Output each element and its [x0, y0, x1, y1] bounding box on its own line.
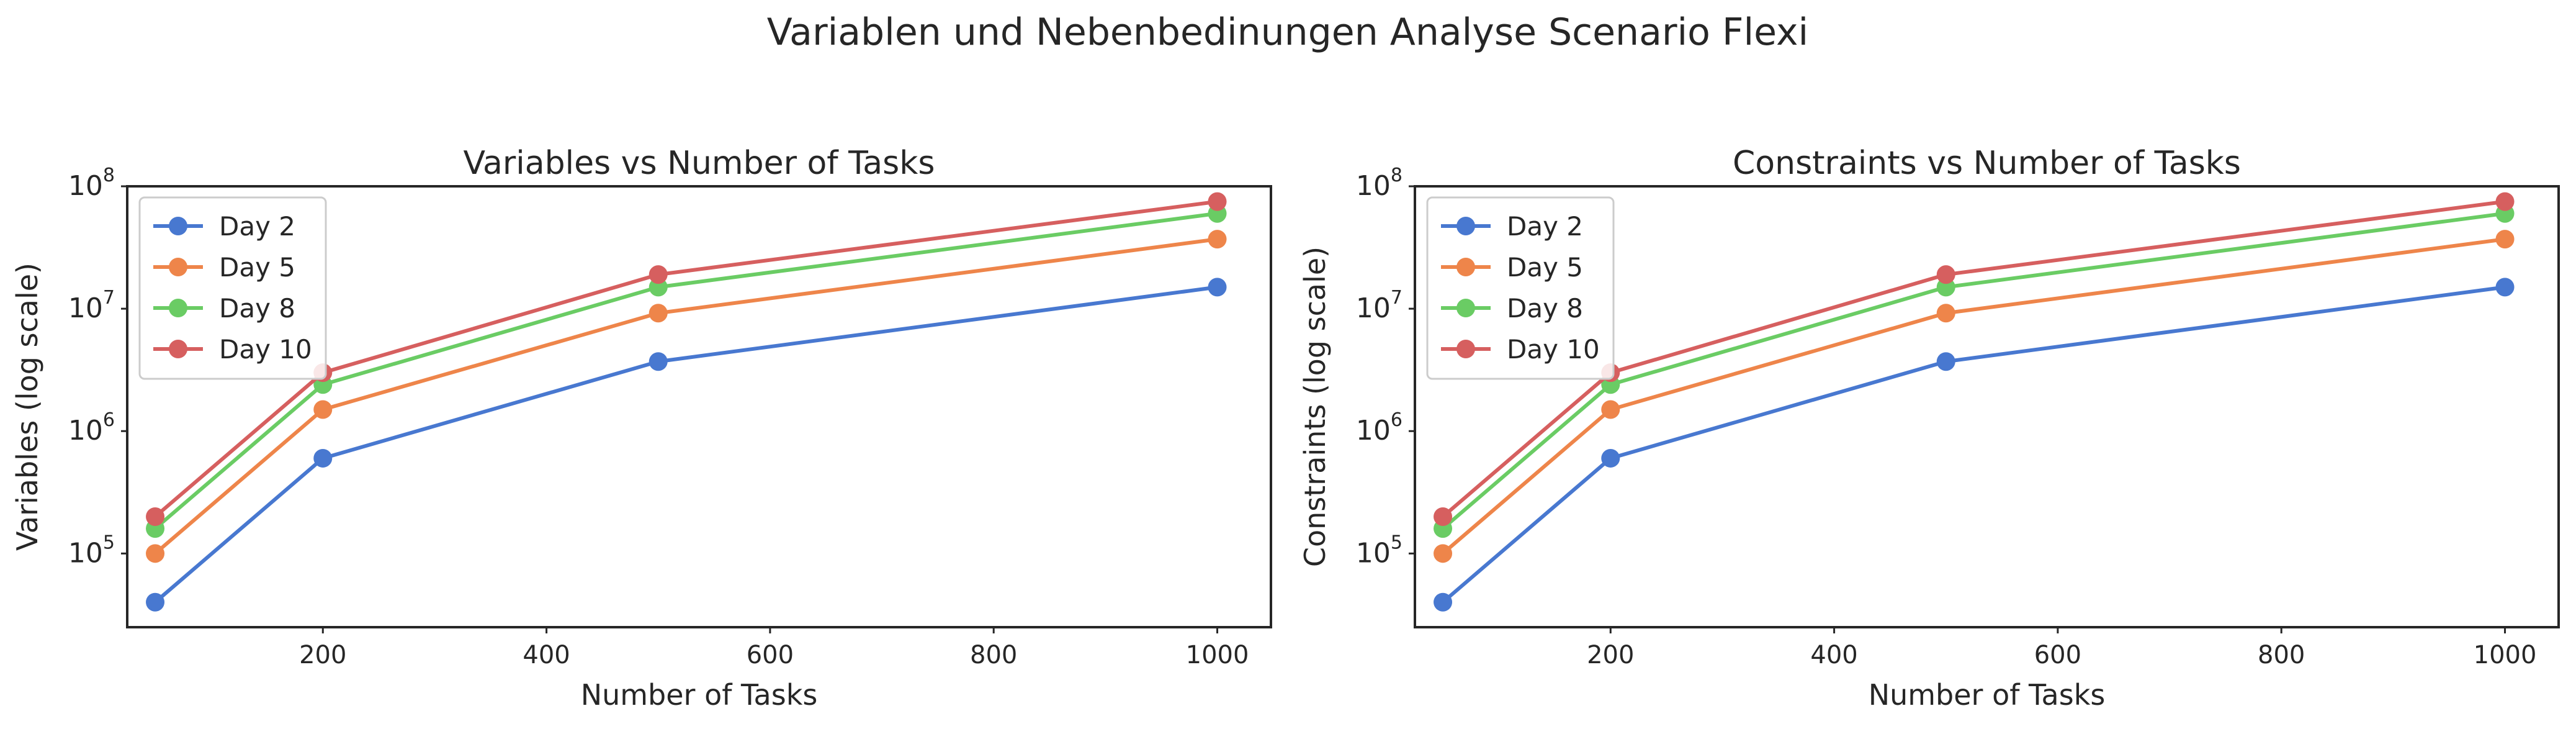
x-tick-label: 600: [2034, 641, 2081, 669]
chart-title: Constraints vs Number of Tasks: [1733, 145, 2241, 182]
series-line-day-8: [154, 211, 1218, 530]
series-line-day-5: [1442, 237, 2505, 555]
legend-box: [1426, 196, 1615, 380]
data-point-day-5: [1936, 304, 1955, 323]
data-point-day-2: [2495, 278, 2515, 297]
data-point-day-5: [1434, 544, 1453, 563]
data-point-day-10: [648, 265, 668, 284]
legend-label: Day 10: [219, 334, 312, 365]
y-tick-label: 105: [68, 532, 115, 569]
x-axis-label: Number of Tasks: [581, 678, 818, 712]
data-point-day-10: [2495, 192, 2515, 211]
legend-label: Day 10: [1507, 334, 1600, 365]
chart-panel-1: Variables vs Number of Tasks 200 400 600 800…: [11, 145, 1272, 712]
legend-label: Day 2: [219, 211, 295, 242]
legend-label: Day 2: [1507, 211, 1583, 242]
y-tick-label: 106: [1356, 409, 1402, 446]
data-point-day-10: [1208, 192, 1227, 211]
data-point-day-2: [1434, 592, 1453, 612]
x-tick-label: 1000: [1186, 641, 1249, 669]
legend-label: Day 8: [1507, 293, 1583, 324]
legend-swatch-marker: [169, 258, 187, 276]
x-tick-label: 600: [747, 641, 794, 669]
legend-box: [138, 196, 327, 380]
data-point-day-5: [1601, 400, 1620, 419]
series-line-day-5: [154, 237, 1218, 555]
axes-frame: [126, 185, 1272, 628]
series-line-day-10: [1442, 199, 2505, 519]
legend-swatch-marker: [1456, 217, 1475, 235]
data-point-day-5: [313, 400, 333, 419]
y-tick-label: 108: [68, 165, 115, 202]
chart-panel-2: Constraints vs Number of Tasks 200 400 600 8…: [1298, 145, 2560, 712]
legend-swatch-marker: [169, 340, 187, 358]
series-line-day-2: [154, 285, 1218, 604]
y-tick-label: 105: [1356, 532, 1402, 569]
data-point-day-10: [1434, 507, 1453, 526]
figure-suptitle: Variablen und Nebenbedinungen Analyse Sc…: [767, 11, 1808, 54]
data-point-day-2: [313, 448, 333, 468]
y-tick-label: 106: [68, 409, 115, 446]
legend-swatch-marker: [1456, 258, 1475, 276]
y-axis-label: Variables (log scale): [11, 263, 44, 551]
data-point-day-5: [146, 544, 165, 563]
legend-swatch-marker: [169, 217, 187, 235]
legend: Day 2 Day 5 Day 8 Day 10: [1426, 196, 1615, 380]
x-tick-label: 800: [970, 641, 1017, 669]
data-point-day-5: [1208, 230, 1227, 249]
legend-label: Day 5: [1507, 252, 1583, 283]
x-tick-label: 400: [523, 641, 570, 669]
x-axis-label: Number of Tasks: [1869, 678, 2106, 712]
legend: Day 2 Day 5 Day 8 Day 10: [138, 196, 327, 380]
legend-swatch-marker: [1456, 340, 1475, 358]
data-point-day-5: [2495, 230, 2515, 249]
y-tick-label: 107: [68, 287, 115, 324]
x-tick-label: 800: [2258, 641, 2305, 669]
series-line-day-2: [1442, 285, 2505, 604]
data-point-day-10: [146, 507, 165, 526]
data-point-day-2: [648, 352, 668, 371]
y-axis-label: Constraints (log scale): [1298, 247, 1332, 567]
series-line-day-8: [1442, 211, 2505, 530]
data-point-day-2: [1208, 278, 1227, 297]
data-point-day-2: [146, 592, 165, 612]
y-tick-label: 107: [1356, 287, 1402, 324]
legend-swatch-marker: [169, 299, 187, 317]
y-tick-label: 108: [1356, 165, 1402, 202]
legend-label: Day 8: [219, 293, 295, 324]
series-line-day-10: [154, 199, 1218, 519]
x-tick-label: 1000: [2474, 641, 2537, 669]
legend-label: Day 5: [219, 252, 295, 283]
data-point-day-5: [648, 304, 668, 323]
axes-frame: [1414, 185, 2560, 628]
x-tick-label: 400: [1810, 641, 1857, 669]
chart-title: Variables vs Number of Tasks: [464, 145, 935, 182]
data-point-day-2: [1601, 448, 1620, 468]
data-point-day-10: [1936, 265, 1955, 284]
legend-swatch-marker: [1456, 299, 1475, 317]
data-point-day-2: [1936, 352, 1955, 371]
x-tick-label: 200: [1587, 641, 1634, 669]
x-tick-label: 200: [299, 641, 346, 669]
